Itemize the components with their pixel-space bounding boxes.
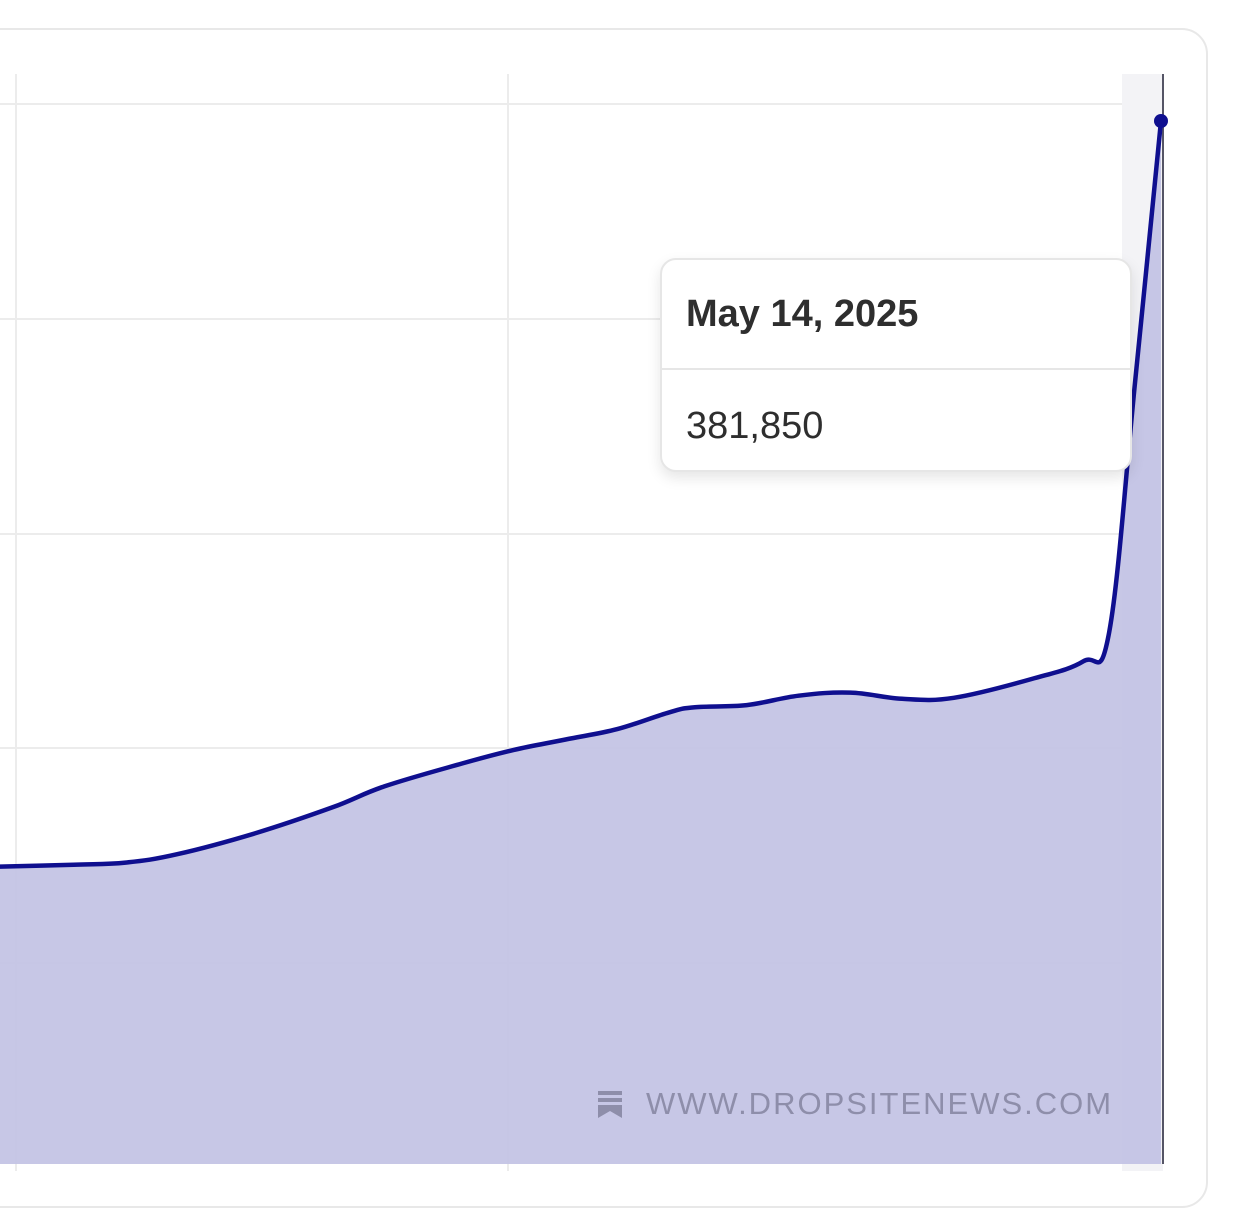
watermark-text: WWW.DROPSITENEWS.COM [646,1086,1114,1121]
tooltip-date: May 14, 2025 [662,260,1130,370]
bookmark-icon [598,1091,622,1118]
area-fill [0,121,1161,1164]
chart-plot [0,74,1168,1171]
series-line [0,118,1164,869]
tooltip-value: 381,850 [686,405,824,447]
hover-tooltip: May 14, 2025 381,850 [660,258,1132,472]
watermark: WWW.DROPSITENEWS.COM [596,1084,1113,1124]
highlight-point [1154,114,1168,128]
